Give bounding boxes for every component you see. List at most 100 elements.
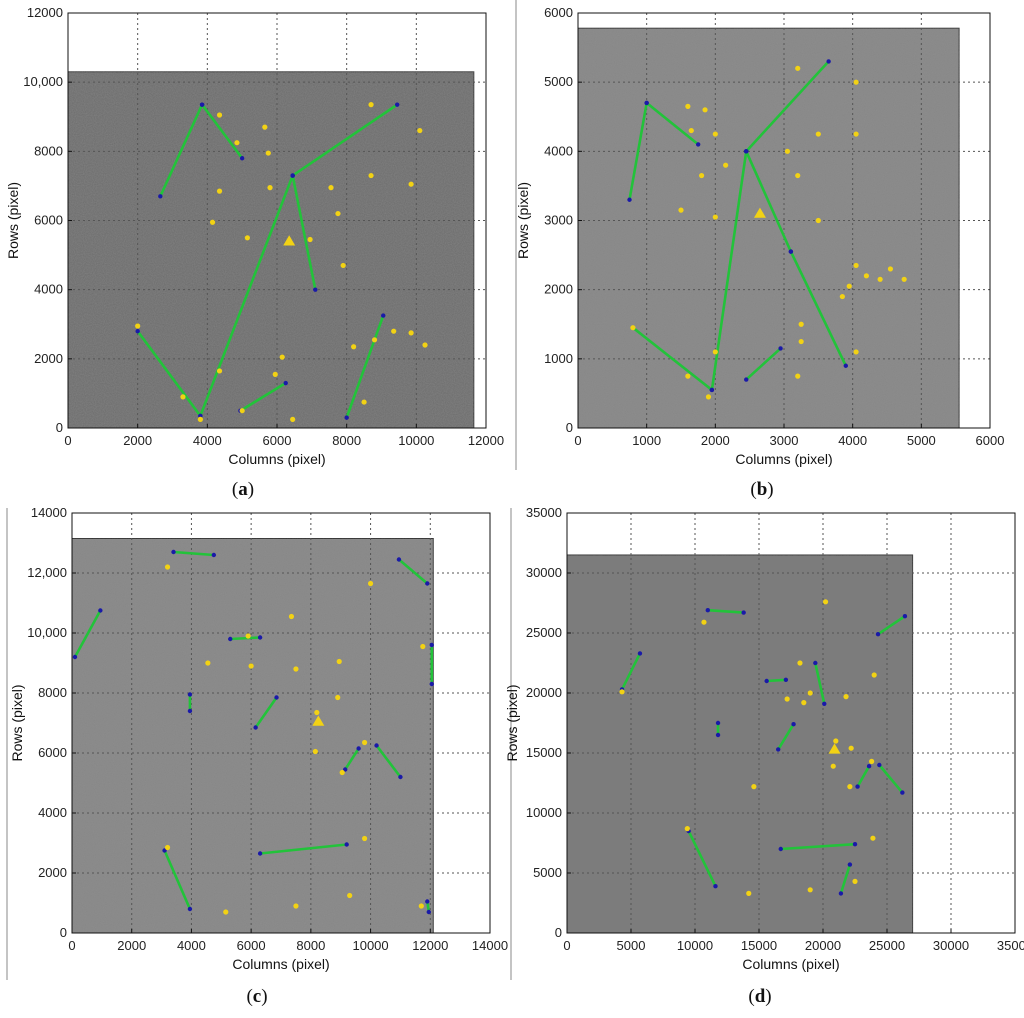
segment-endpoint [394, 102, 400, 107]
data-point [798, 338, 804, 345]
data-point [418, 903, 424, 909]
segment-endpoint [162, 848, 167, 853]
segment-endpoint [239, 156, 245, 161]
y-tick-label: 35000 [526, 505, 562, 520]
segment-endpoint [902, 614, 908, 619]
segment-line [159, 103, 204, 198]
segment-endpoint [98, 608, 103, 613]
segment-endpoint [344, 842, 349, 847]
data-point [798, 321, 804, 327]
segment-endpoint [852, 842, 858, 847]
y-tick-label: 12,000 [27, 565, 67, 580]
segment-endpoint [381, 313, 386, 318]
y-tick-label: 14000 [31, 505, 67, 520]
data-point [853, 131, 859, 137]
y-tick-label: 6000 [544, 5, 573, 20]
image-texture [567, 555, 913, 933]
segment-line [876, 614, 907, 636]
segment-endpoint [374, 743, 379, 748]
y-axis-label: Rows (pixel) [5, 182, 21, 259]
segment-endpoint [838, 891, 844, 896]
data-point [180, 394, 186, 400]
x-tick-label: 0 [563, 938, 570, 953]
subplot-c: 0 2000 4000 6000 8000 10000 12000 14000 0 2000 400… [9, 505, 508, 1007]
x-axis-label: Columns (pixel) [232, 956, 329, 972]
data-point [746, 890, 752, 897]
segment-endpoint [764, 678, 769, 684]
segment-endpoint [198, 413, 203, 419]
segment-endpoint [637, 651, 643, 656]
segment-line [291, 174, 317, 291]
x-tick-label: 4000 [193, 433, 222, 448]
data-point [367, 580, 374, 587]
segment-endpoint [813, 660, 818, 666]
data-point [248, 663, 254, 669]
data-point [685, 103, 691, 109]
segment-endpoint [744, 377, 749, 382]
data-point [335, 694, 341, 701]
y-tick-label: 0 [56, 420, 63, 435]
data-point [815, 131, 821, 137]
segment-endpoint [429, 642, 434, 648]
segment-line [779, 842, 857, 851]
y-tick-label: 10,000 [27, 625, 67, 640]
segment-endpoint [713, 884, 718, 889]
x-tick-label: 35000 [997, 938, 1024, 953]
x-tick-label: 25000 [869, 938, 905, 953]
data-point [371, 337, 378, 343]
data-point [685, 373, 691, 379]
segment-line [628, 101, 648, 202]
segment-line [744, 60, 830, 153]
x-tick-label: 6000 [976, 433, 1005, 448]
segment-endpoint [709, 387, 715, 393]
data-point [351, 344, 357, 350]
data-point [871, 672, 877, 678]
data-point [712, 349, 718, 355]
data-point [712, 214, 718, 220]
y-tick-label: 10,000 [23, 74, 63, 89]
x-tick-label: 0 [574, 433, 581, 448]
segment-endpoint [847, 862, 853, 867]
y-tick-label: 4000 [38, 805, 67, 820]
x-axis-label: Columns (pixel) [735, 451, 832, 467]
segment-line [765, 678, 788, 683]
subplot-d: 0 5000 10000 15000 20000 25000 30000 35000 0 5000… [504, 505, 1024, 1007]
data-point [216, 188, 223, 194]
data-point [288, 613, 295, 620]
y-tick-label: 1000 [544, 351, 573, 366]
subplot-a: 0 2000 4000 6000 8000 10000 12000 0 2000 4000 6000… [5, 5, 504, 500]
data-point [815, 217, 821, 224]
y-tick-label: 4000 [544, 143, 573, 158]
data-point [290, 416, 296, 422]
data-point [807, 690, 813, 696]
x-tick-label: 8000 [332, 433, 361, 448]
segment-endpoint [783, 677, 789, 682]
data-point [852, 878, 858, 885]
segment-line [814, 661, 826, 706]
segment-line [776, 722, 795, 751]
data-point [267, 185, 273, 191]
segment-line [789, 250, 848, 368]
x-axis-label: Columns (pixel) [742, 956, 839, 972]
segment-line [136, 329, 202, 418]
segment-line [163, 849, 192, 911]
data-point [822, 599, 829, 605]
x-tick-label: 4000 [838, 433, 867, 448]
data-point [846, 283, 852, 289]
x-tick-label: 4000 [177, 938, 206, 953]
data-point [701, 619, 707, 625]
segment-line [228, 636, 262, 641]
x-tick-label: 5000 [907, 433, 936, 448]
subplot-caption: (a) [232, 479, 254, 500]
data-point [853, 349, 859, 355]
data-point [335, 210, 341, 217]
data-point [262, 124, 268, 130]
data-point [801, 700, 807, 706]
y-tick-label: 0 [555, 925, 562, 940]
subplot-b: 0 1000 2000 3000 4000 5000 6000 0 1000 2000 3000 40… [515, 5, 1004, 500]
segment-line [291, 103, 399, 177]
segment-endpoint [344, 415, 349, 420]
data-point [293, 666, 299, 672]
segment-endpoint [705, 608, 710, 613]
segment-endpoint [822, 701, 827, 706]
